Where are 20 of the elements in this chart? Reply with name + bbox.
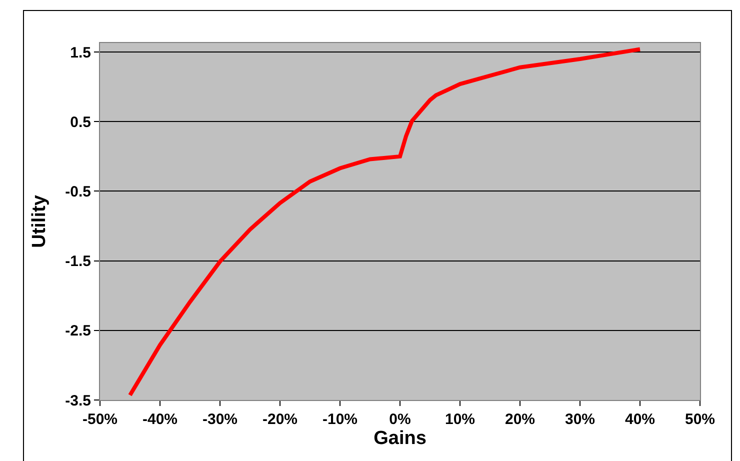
x-tick-label: -30% [202, 411, 238, 428]
x-tick-label: 20% [504, 411, 536, 428]
y-tick-label: -3.5 [65, 392, 91, 410]
x-tick-label: -40% [142, 411, 178, 428]
x-tick-label: 10% [444, 411, 476, 428]
x-axis-title: Gains [374, 428, 426, 449]
x-tick-label: 50% [684, 411, 716, 428]
x-tick-label: -20% [262, 411, 298, 428]
y-tick-label: -2.5 [65, 322, 91, 340]
line-series [128, 47, 642, 398]
x-tick-label: -10% [322, 411, 358, 428]
x-tick-label: 40% [624, 411, 656, 428]
y-axis-title: Utility [28, 194, 50, 248]
y-tick-label: -0.5 [65, 183, 91, 200]
x-tick-label: 0% [389, 411, 411, 428]
x-tick-label: -50% [82, 411, 118, 428]
x-tick-label: 30% [564, 411, 596, 428]
y-tick-label: -1.5 [65, 253, 91, 270]
y-tick-label: 1.5 [70, 44, 91, 62]
y-tick-label: 0.5 [70, 114, 91, 131]
